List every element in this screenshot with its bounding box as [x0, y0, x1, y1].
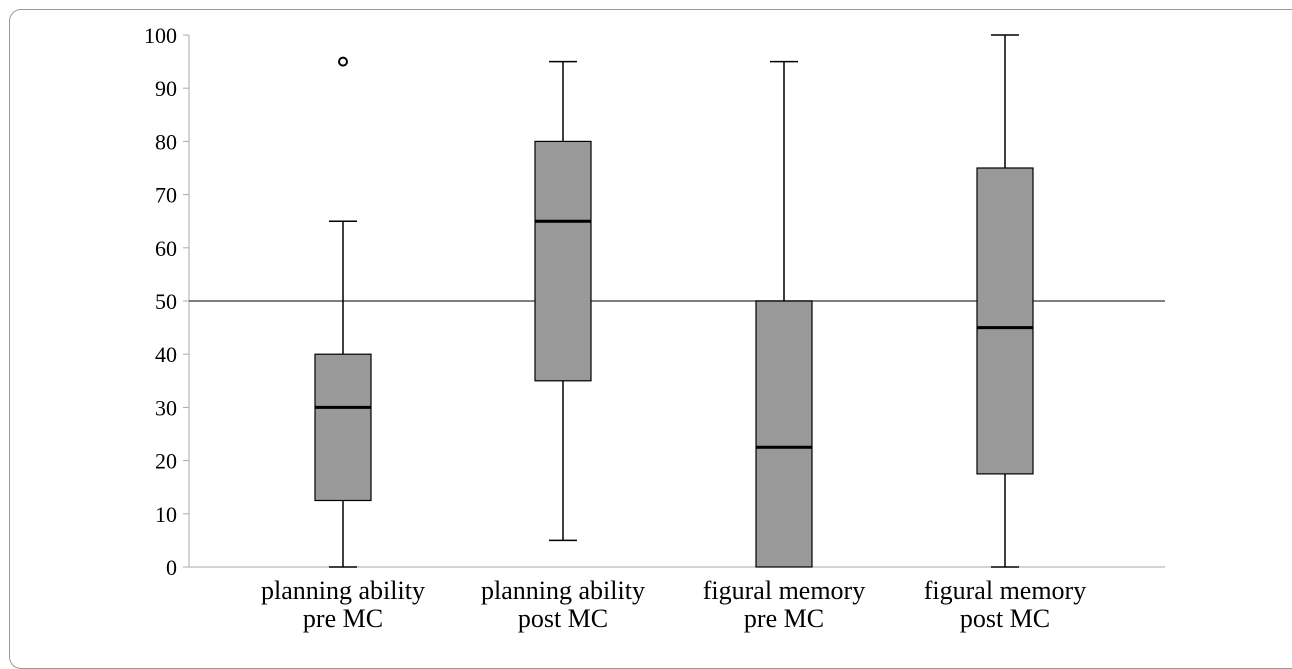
y-tick-label: 50	[155, 289, 177, 314]
x-category-label: pre MC	[303, 604, 383, 633]
x-category-label: post MC	[518, 604, 608, 633]
x-category-label: planning ability	[261, 576, 425, 605]
y-tick-label: 30	[155, 395, 177, 420]
y-tick-label: 80	[155, 129, 177, 154]
box-iqr	[755, 300, 813, 568]
x-category-label: pre MC	[744, 604, 824, 633]
box-iqr	[976, 167, 1034, 475]
y-tick-label: 70	[155, 183, 177, 208]
box-iqr	[314, 353, 372, 502]
y-tick-label: 10	[155, 502, 177, 527]
x-category-label: planning ability	[481, 576, 645, 605]
y-tick-label: 100	[144, 23, 177, 48]
outlier-point	[338, 56, 348, 67]
y-tick-label: 20	[155, 449, 177, 474]
box-iqr	[534, 140, 592, 382]
x-category-label: figural memory	[924, 576, 1086, 605]
y-tick-label: 90	[155, 76, 177, 101]
x-category-label: figural memory	[703, 576, 865, 605]
y-tick-label: 0	[166, 555, 177, 580]
y-tick-label: 60	[155, 236, 177, 261]
y-tick-label: 40	[155, 342, 177, 367]
x-category-label: post MC	[960, 604, 1050, 633]
